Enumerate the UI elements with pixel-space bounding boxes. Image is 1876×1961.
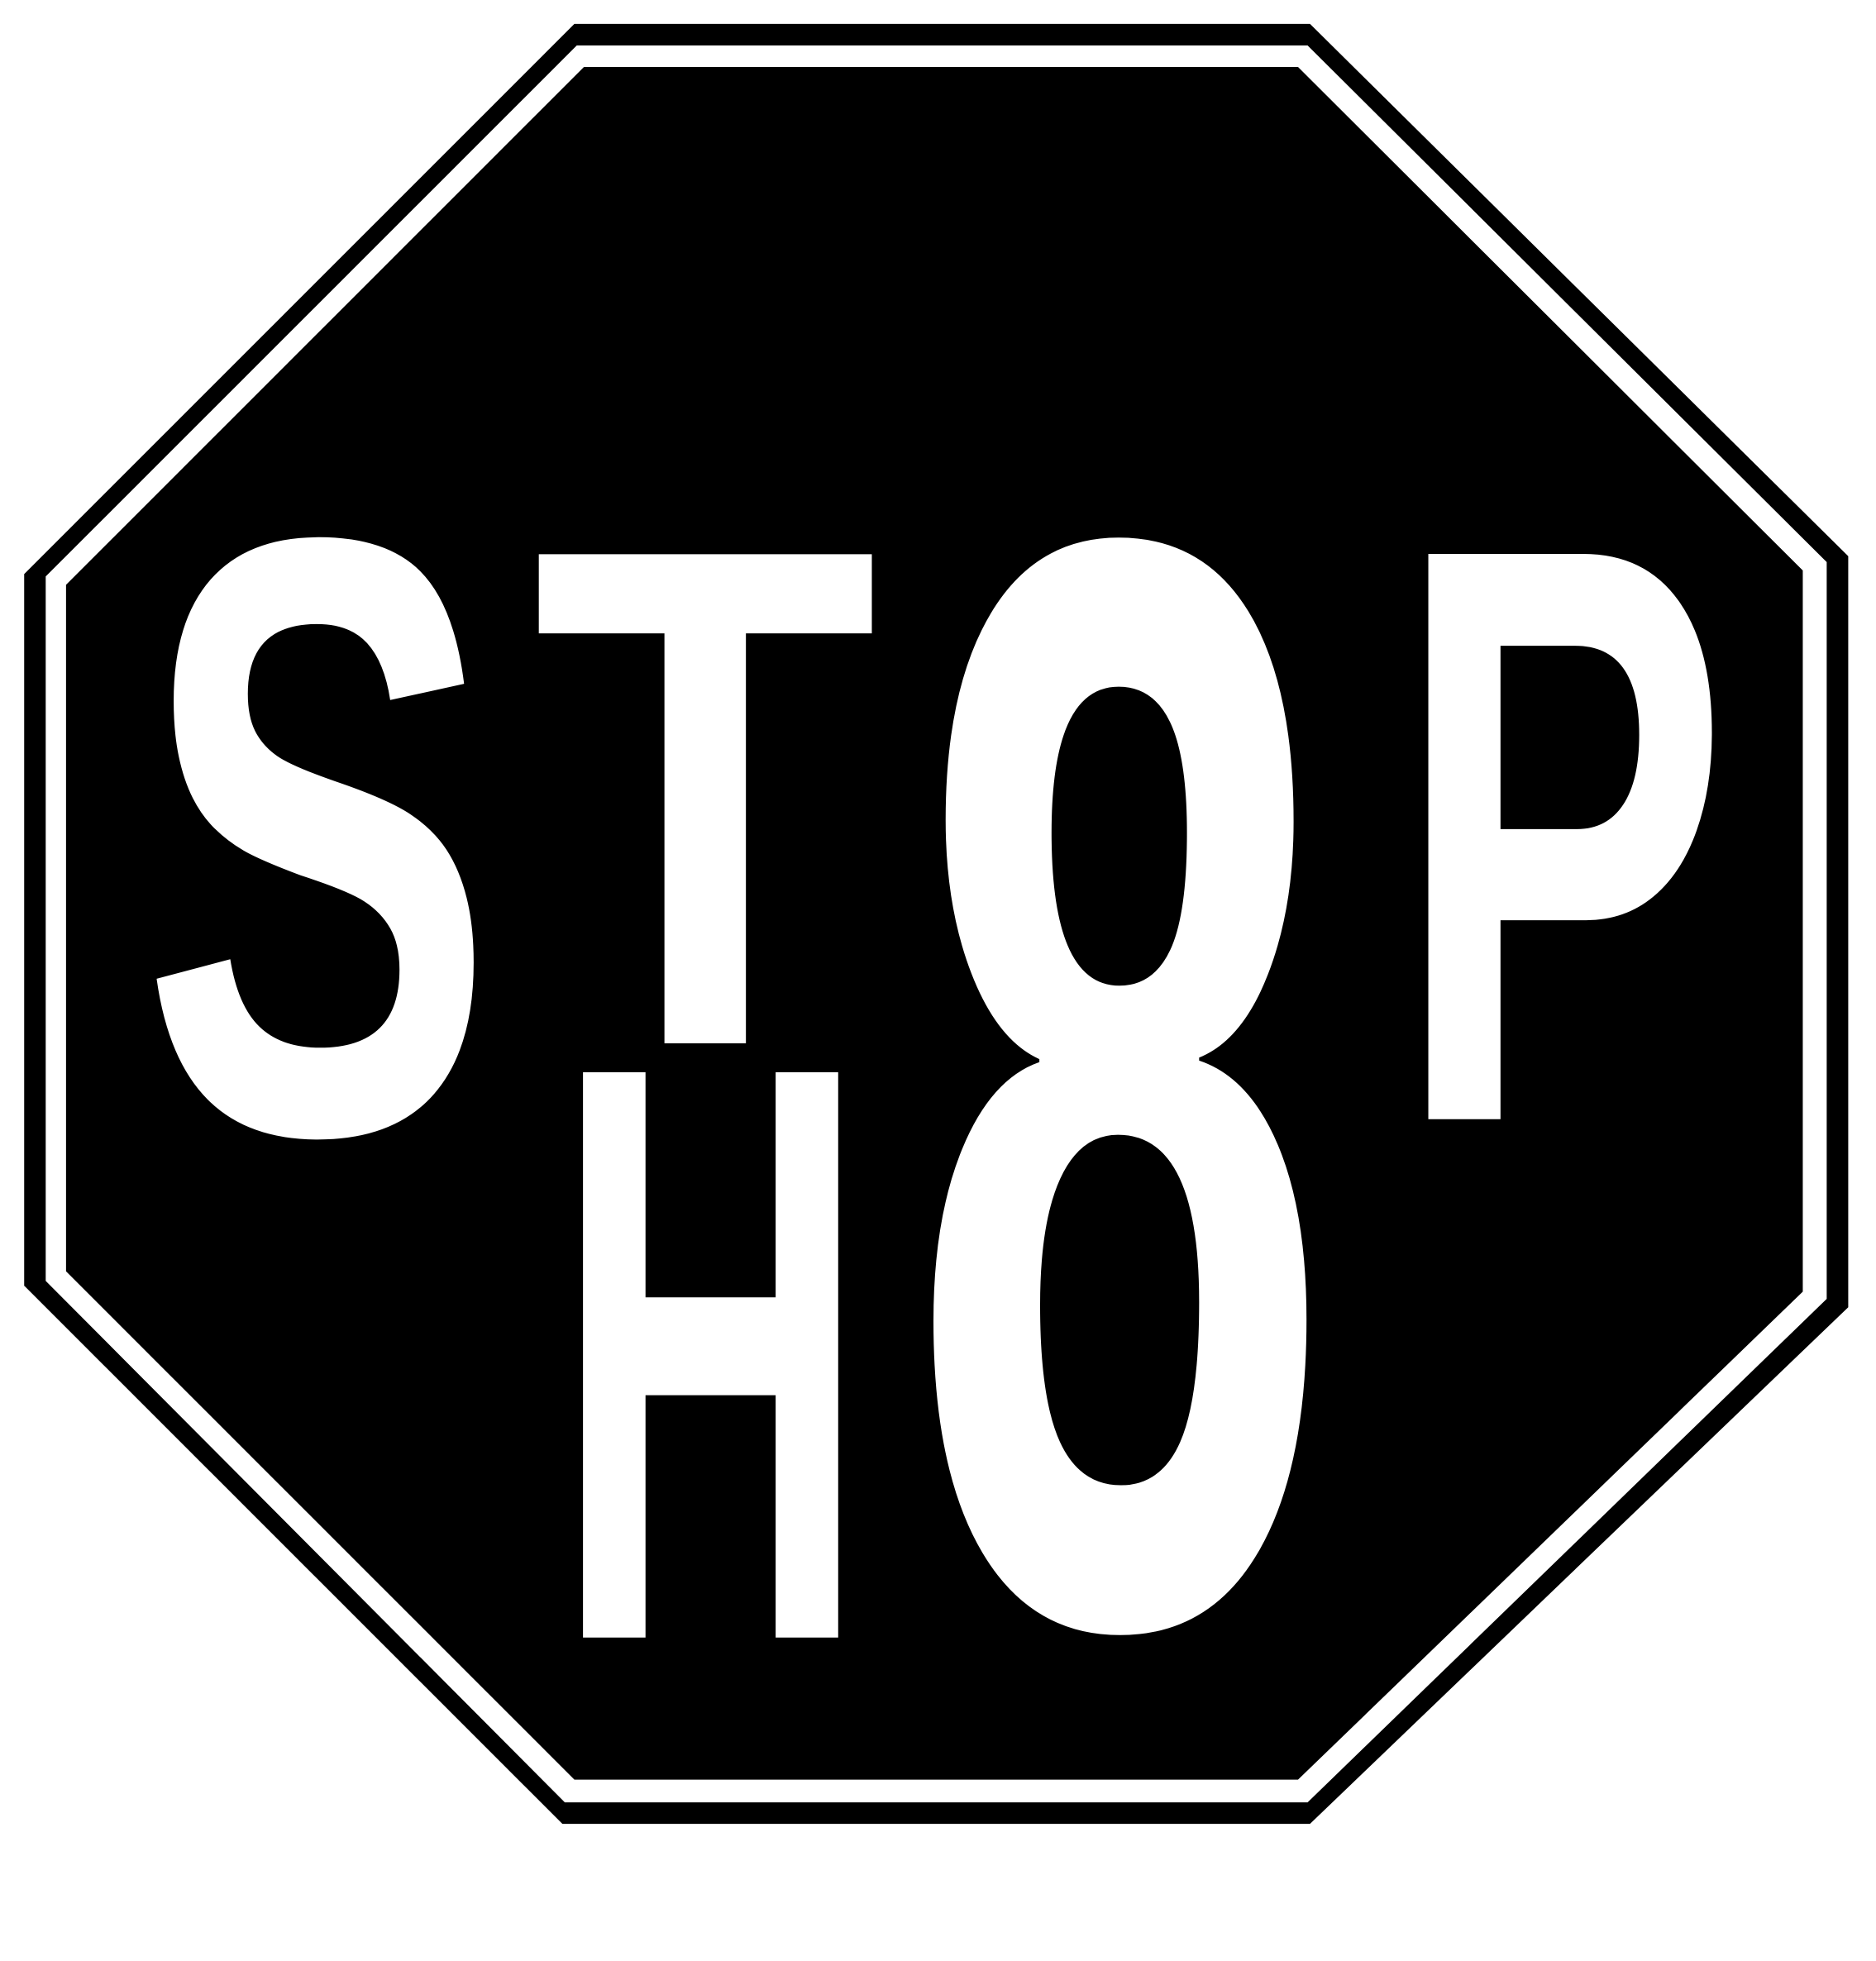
sign-face: [65, 67, 1803, 1780]
sign-octagon: [24, 23, 1849, 1825]
digit-eight: 8: [909, 225, 1330, 1961]
letter-h: H: [554, 898, 868, 1819]
stop-h8-sign: S T 8 P H: [24, 23, 1849, 1961]
letter-s: S: [141, 365, 494, 1319]
letter-t: T: [532, 403, 878, 1200]
letter-p: P: [1395, 379, 1730, 1300]
